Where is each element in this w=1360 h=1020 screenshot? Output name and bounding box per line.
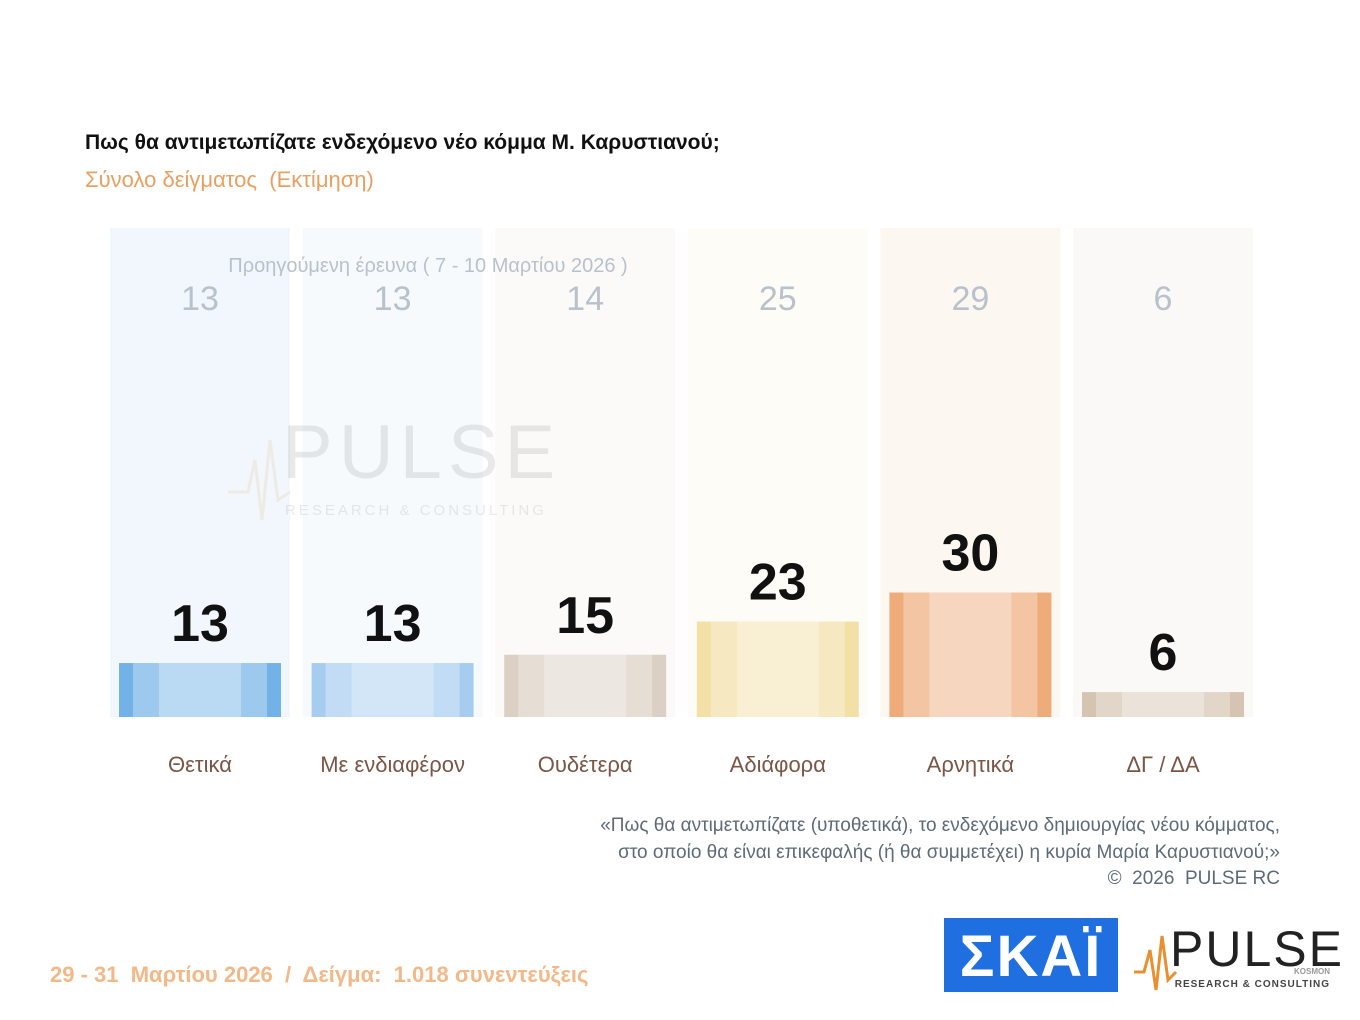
- value-label: 6: [1149, 624, 1178, 682]
- chart-title: Πως θα αντιμετωπίζατε ενδεχόμενο νέο κόμ…: [85, 131, 720, 154]
- category-label: Αρνητικά: [927, 752, 1015, 777]
- pulse-logo-sub: KOSMON: [1294, 967, 1330, 976]
- category-label: ΔΓ / ΔΑ: [1126, 752, 1200, 777]
- bar-shine: [736, 621, 819, 717]
- category-label: Ουδέτερα: [538, 752, 633, 777]
- previous-value-label: 14: [566, 280, 604, 318]
- skai-logo: ΣΚΑΪ: [960, 924, 1103, 989]
- value-label: 23: [749, 554, 807, 612]
- column-background: [495, 228, 676, 717]
- bar: [504, 654, 667, 717]
- previous-value-label: 29: [951, 280, 989, 318]
- bar-shine: [133, 663, 267, 717]
- bar-shine: [710, 621, 845, 717]
- note-line: στο οποίο θα είναι επικεφαλής (ή θα συμμ…: [618, 842, 1280, 863]
- column-background: [302, 228, 483, 717]
- bar: [311, 663, 474, 717]
- bar: [696, 621, 859, 717]
- watermark: PULSE RESEARCH & CONSULTING: [228, 410, 561, 521]
- bar-shine: [1122, 692, 1204, 717]
- watermark-text: PULSE: [282, 410, 561, 495]
- bar-shine: [929, 592, 1012, 717]
- category-label: Αδιάφορα: [730, 752, 827, 777]
- bar-shine: [159, 663, 241, 717]
- pulse-logo-tagline: RESEARCH & CONSULTING: [1175, 979, 1330, 990]
- pulse-logo: PULSE: [1170, 921, 1344, 977]
- footer: 29 - 31 Μαρτίου 2026 / Δείγμα: 1.018 συν…: [50, 962, 588, 987]
- note-line: «Πως θα αντιμετωπίζατε (υποθετικά), το ε…: [600, 815, 1280, 836]
- bar: [1082, 692, 1244, 717]
- watermark-tagline: RESEARCH & CONSULTING: [285, 502, 547, 519]
- previous-value-label: 25: [759, 280, 797, 318]
- previous-label: Προηγούμενη έρευνα ( 7 - 10 Μαρτίου 2026…: [228, 255, 627, 277]
- note-line: © 2026 PULSE RC: [1108, 868, 1280, 889]
- category-label: Με ενδιαφέρον: [320, 752, 465, 777]
- category-label: Θετικά: [168, 752, 232, 777]
- bar-shine: [325, 663, 460, 717]
- bar-shine: [544, 654, 627, 717]
- column-background: [110, 228, 290, 717]
- bar-shine: [351, 663, 434, 717]
- bars: 13 13 Θετικά 13 13 Με ενδιαφέρον 15 14 Ουδέτερα 2…: [119, 280, 1244, 777]
- bar-shine: [1096, 692, 1230, 717]
- value-label: 30: [941, 525, 999, 583]
- bar-shine: [518, 654, 653, 717]
- value-label: 13: [171, 595, 229, 653]
- watermark-pulse-line: [228, 439, 291, 521]
- column-background: [1073, 228, 1253, 717]
- bar: [119, 663, 281, 717]
- previous-value-label: 13: [181, 280, 219, 318]
- bar-shine: [903, 592, 1038, 717]
- previous-value-label: 6: [1154, 280, 1173, 318]
- pulse-logo-line: [1134, 935, 1178, 991]
- skai-logo-box: [944, 918, 1118, 992]
- value-label: 15: [556, 587, 614, 645]
- chart-subtitle: Σύνολο δείγματος (Εκτίμηση): [85, 167, 374, 192]
- value-label: 13: [364, 595, 422, 653]
- previous-value-label: 13: [374, 280, 412, 318]
- bar: [889, 592, 1052, 717]
